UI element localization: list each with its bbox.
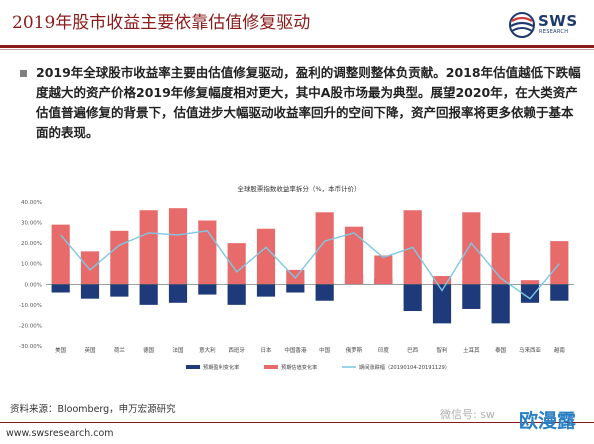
x-tick-label: 英国 bbox=[84, 346, 96, 354]
x-tick-label: 西班牙 bbox=[228, 346, 245, 354]
earnings-bar bbox=[315, 284, 334, 301]
chart-legend: 预期盈利变化率 预期估值变化率 期间涨跌幅（20190104-20191129） bbox=[186, 363, 450, 371]
x-tick-label: 美国 bbox=[55, 346, 67, 354]
series-earnings-bars bbox=[51, 274, 569, 324]
chart-area: 全球股票指数收益率拆分（%，本币计价） 40.00% 30.00% 20.00% 10… bbox=[8, 180, 586, 400]
globe-icon bbox=[509, 12, 535, 38]
earnings-bar bbox=[462, 284, 481, 309]
x-tick-label: 智利 bbox=[436, 346, 447, 354]
valuation-bar bbox=[462, 212, 481, 285]
valuation-bar bbox=[491, 232, 510, 285]
earnings-bar bbox=[110, 284, 129, 297]
valuation-bar bbox=[432, 276, 452, 285]
legend-swatch bbox=[186, 365, 200, 369]
y-tick-label: -10.00% bbox=[19, 303, 42, 309]
wechat-watermark: 微信号: sw bbox=[440, 408, 495, 421]
x-tick-label: 中国 bbox=[319, 346, 331, 354]
x-axis-labels: 美国 英国 荷兰 德国 法国 意大利 西班牙 日本 中国香港 中国 俄罗斯 印度 巴西 智利 土耳其 泰国 马来… bbox=[55, 346, 565, 354]
x-tick-label: 俄罗斯 bbox=[346, 346, 363, 354]
return-line bbox=[60, 230, 560, 300]
earnings-bar bbox=[198, 284, 217, 295]
x-tick-label: 法国 bbox=[172, 346, 184, 354]
earnings-bar bbox=[491, 284, 510, 324]
valuation-bar bbox=[520, 280, 540, 285]
brand-watermark: 欧漫露 bbox=[519, 410, 577, 432]
earnings-bar bbox=[403, 284, 422, 312]
x-tick-label: 德国 bbox=[143, 346, 155, 354]
earnings-bar bbox=[550, 284, 569, 301]
y-tick-label: 20.00% bbox=[21, 241, 42, 247]
valuation-bar bbox=[168, 208, 188, 285]
returns-breakdown-chart: 全球股票指数收益率拆分（%，本币计价） 40.00% 30.00% 20.00% 10… bbox=[19, 184, 574, 371]
x-tick-label: 中国香港 bbox=[284, 346, 307, 354]
x-tick-label: 印度 bbox=[378, 346, 390, 354]
legend-label: 期间涨跌幅（20190104-20191129） bbox=[359, 363, 450, 371]
x-tick-label: 日本 bbox=[260, 346, 272, 354]
title-divider bbox=[0, 45, 594, 48]
earnings-bar bbox=[256, 284, 276, 297]
y-tick-label: 0.00% bbox=[25, 282, 42, 288]
earnings-bar bbox=[227, 284, 246, 305]
legend-label: 预期盈利变化率 bbox=[203, 363, 239, 371]
valuation-bar bbox=[315, 212, 334, 285]
valuation-bar bbox=[51, 224, 70, 285]
valuation-bar bbox=[374, 255, 393, 285]
footer-url: www.swsresearch.com bbox=[6, 428, 114, 439]
valuation-bar bbox=[256, 228, 276, 285]
earnings-bar bbox=[286, 284, 305, 293]
x-tick-label: 巴西 bbox=[407, 347, 419, 354]
valuation-bar bbox=[80, 251, 100, 285]
y-tick-label: -30.00% bbox=[19, 344, 42, 350]
logo-subtitle: RESEARCH bbox=[539, 29, 569, 35]
earnings-bar bbox=[51, 284, 70, 293]
y-tick-label: 30.00% bbox=[21, 221, 42, 227]
series-return-line bbox=[60, 230, 560, 300]
slide-title: 2019年股市收益主要依靠估值修复驱动 bbox=[12, 13, 311, 33]
legend-swatch bbox=[264, 365, 278, 369]
company-logo: SWS RESEARCH bbox=[508, 9, 590, 43]
valuation-bar bbox=[227, 243, 246, 285]
y-tick-label: 40.00% bbox=[21, 200, 42, 206]
y-tick-label: -20.00% bbox=[19, 323, 42, 329]
x-tick-label: 越南 bbox=[554, 346, 566, 354]
footer-divider bbox=[0, 422, 594, 423]
earnings-bar bbox=[520, 284, 540, 303]
logo-name: SWS bbox=[538, 12, 578, 30]
x-tick-label: 意大利 bbox=[199, 346, 216, 354]
y-tick-label: 10.00% bbox=[21, 262, 42, 268]
valuation-bar bbox=[139, 210, 158, 285]
earnings-bar bbox=[432, 284, 452, 324]
valuation-bar bbox=[198, 220, 217, 285]
valuation-bar bbox=[344, 226, 364, 285]
valuation-bar bbox=[110, 230, 129, 285]
source-note: 资料来源：Bloomberg，申万宏源研究 bbox=[10, 404, 176, 415]
earnings-bar bbox=[80, 284, 100, 299]
chart-title: 全球股票指数收益率拆分（%，本币计价） bbox=[237, 184, 360, 193]
x-tick-label: 荷兰 bbox=[114, 346, 126, 354]
earnings-bar bbox=[168, 284, 188, 303]
x-tick-label: 马来西亚 bbox=[519, 346, 542, 354]
x-tick-label: 土耳其 bbox=[463, 346, 480, 354]
bullet-square-icon bbox=[20, 70, 27, 77]
summary-paragraph: 2019年全球股市收益率主要由估值修复驱动，盈利的调整则整体负贡献。2018年估… bbox=[36, 65, 581, 140]
legend-label: 预期估值变化率 bbox=[281, 363, 317, 371]
title-divider-thin bbox=[0, 49, 594, 50]
y-axis: 40.00% 30.00% 20.00% 10.00% 0.00% -10.00% -20.… bbox=[19, 200, 42, 350]
earnings-bar bbox=[139, 284, 158, 305]
valuation-bar bbox=[550, 241, 569, 285]
x-tick-label: 泰国 bbox=[495, 346, 507, 354]
series-valuation-bars bbox=[51, 208, 569, 285]
